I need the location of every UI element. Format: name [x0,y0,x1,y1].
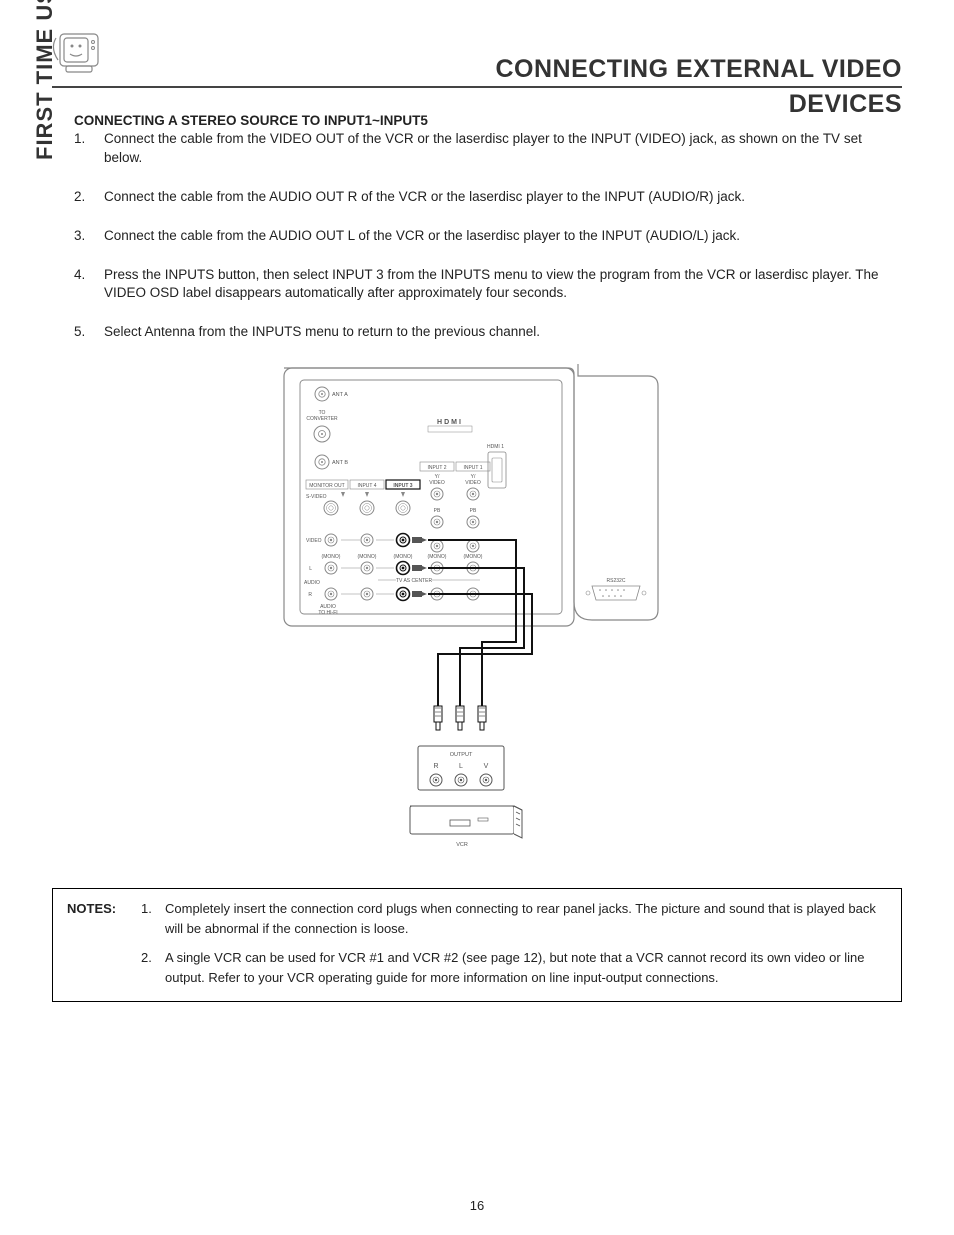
svg-text:HDMI 1: HDMI 1 [487,444,504,450]
svg-text:V: V [484,763,489,770]
svg-text:VIDEO: VIDEO [306,538,322,544]
notes-box: NOTES: 1. Completely insert the connecti… [52,888,902,1002]
step-item: 3. Connect the cable from the AUDIO OUT … [74,227,902,246]
note-text: A single VCR can be used for VCR #1 and … [165,948,887,987]
subheading: CONNECTING A STEREO SOURCE TO INPUT1~INP… [74,112,428,131]
svg-text:R: R [308,592,312,598]
svg-text:INPUT 4: INPUT 4 [357,483,376,489]
svg-text:L: L [459,763,463,770]
section-tab: FIRST TIME USE [30,0,61,160]
vcr-icon [410,806,522,838]
svg-text:INPUT 2: INPUT 2 [427,465,446,471]
page-number: 16 [0,1197,954,1215]
svg-text:(MONO): (MONO) [394,554,413,560]
steps-list: 1. Connect the cable from the VIDEO OUT … [74,130,902,362]
cable-plug-icon [434,706,442,730]
notes-label: NOTES: [67,899,141,938]
svg-text:PB: PB [434,508,441,514]
svg-text:L: L [309,566,312,572]
svg-text:S-VIDEO: S-VIDEO [306,494,327,500]
svg-text:(MONO): (MONO) [464,554,483,560]
step-number: 5. [74,323,104,342]
note-number: 2. [141,948,165,987]
svg-text:AUDIO: AUDIO [304,580,320,586]
note-text: Completely insert the connection cord pl… [165,899,887,938]
cable-plug-icon [456,706,464,730]
step-text: Connect the cable from the VIDEO OUT of … [104,130,902,168]
svg-text:HDMI: HDMI [437,419,463,426]
cable-plug-icon [478,706,486,730]
step-number: 4. [74,266,104,304]
svg-text:RS232C: RS232C [607,578,626,584]
step-item: 2. Connect the cable from the AUDIO OUT … [74,188,902,207]
step-number: 3. [74,227,104,246]
svg-text:INPUT 3: INPUT 3 [393,483,412,489]
svg-text:ANT A: ANT A [332,392,348,398]
svg-text:VIDEO: VIDEO [465,480,481,486]
svg-text:TO HI-FI: TO HI-FI [318,610,337,616]
svg-text:(MONO): (MONO) [322,554,341,560]
connection-diagram: ANT A TO CONVERTER ANT B HDMI HDMI 1 INP… [278,358,678,878]
step-text: Connect the cable from the AUDIO OUT R o… [104,188,902,207]
svg-text:TV AS CENTER: TV AS CENTER [396,578,433,584]
svg-text:VIDEO: VIDEO [429,480,445,486]
step-number: 1. [74,130,104,168]
svg-text:(MONO): (MONO) [358,554,377,560]
step-text: Press the INPUTS button, then select INP… [104,266,902,304]
svg-text:INPUT 1: INPUT 1 [463,465,482,471]
svg-text:R: R [433,763,438,770]
svg-text:VCR: VCR [456,842,468,848]
svg-text:(MONO): (MONO) [428,554,447,560]
title-rule [52,86,902,88]
step-item: 1. Connect the cable from the VIDEO OUT … [74,130,902,168]
step-item: 5. Select Antenna from the INPUTS menu t… [74,323,902,342]
svg-text:MONITOR OUT: MONITOR OUT [309,483,344,489]
step-item: 4. Press the INPUTS button, then select … [74,266,902,304]
step-text: Connect the cable from the AUDIO OUT L o… [104,227,902,246]
note-number: 1. [141,899,165,938]
step-number: 2. [74,188,104,207]
step-text: Select Antenna from the INPUTS menu to r… [104,323,902,342]
svg-text:OUTPUT: OUTPUT [450,752,473,758]
svg-text:PB: PB [470,508,477,514]
svg-text:CONVERTER: CONVERTER [306,416,338,422]
svg-text:ANT B: ANT B [332,460,348,466]
